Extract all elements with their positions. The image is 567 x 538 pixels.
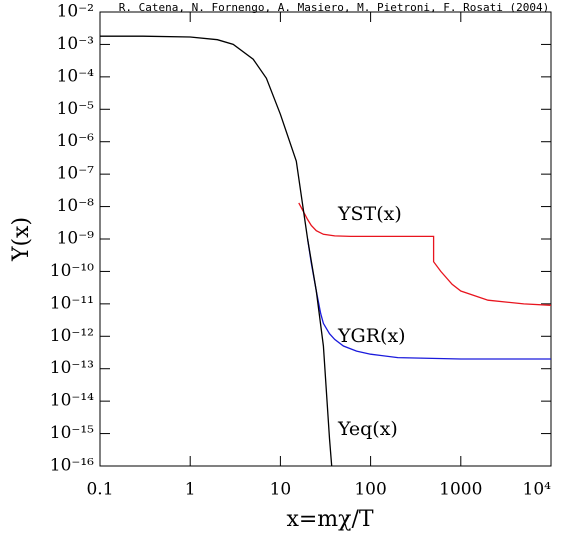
x-tick-label: 100 [354, 480, 386, 500]
y-tick-label: 10⁻⁷ [57, 164, 95, 184]
x-axis-label: x=mχ/T [286, 507, 373, 532]
series-label: Yeq(x) [337, 418, 398, 440]
y-tick-label: 10⁻⁵ [57, 99, 95, 119]
series-label: YST(x) [337, 203, 402, 225]
y-tick-label: 10⁻¹¹ [50, 293, 94, 313]
line [298, 202, 552, 306]
x-tick-label: 10⁴ [523, 480, 552, 500]
x-tick-label: 1000 [439, 480, 482, 500]
x-tick-label: 1 [185, 480, 196, 500]
y-tick-label: 10⁻⁴ [57, 66, 95, 86]
y-tick-label: 10⁻⁹ [57, 229, 95, 249]
y-tick-label: 10⁻⁸ [57, 196, 95, 216]
y-tick-label: 10⁻² [57, 2, 94, 22]
x-tick-label: 10 [270, 480, 292, 500]
y-tick-label: 10⁻¹⁵ [50, 423, 94, 443]
y-tick-label: 10⁻¹⁶ [50, 456, 94, 476]
y-tick-label: 10⁻¹² [50, 326, 94, 346]
y-tick-label: 10⁻¹⁴ [50, 391, 94, 411]
y-tick-label: 10⁻³ [57, 34, 94, 54]
y-tick-label: 10⁻¹⁰ [50, 261, 94, 281]
y-tick-label: 10⁻¹³ [50, 358, 94, 378]
x-tick-label: 0.1 [86, 480, 113, 500]
y-tick-label: 10⁻⁶ [57, 131, 95, 151]
y-axis-label: Y(x) [9, 217, 34, 262]
chart-title: R. Catena, N. Fornengo, A. Masiero, M. P… [119, 1, 549, 14]
series-label: YGR(x) [337, 325, 406, 347]
line [100, 35, 333, 467]
plot-frame [99, 11, 552, 467]
